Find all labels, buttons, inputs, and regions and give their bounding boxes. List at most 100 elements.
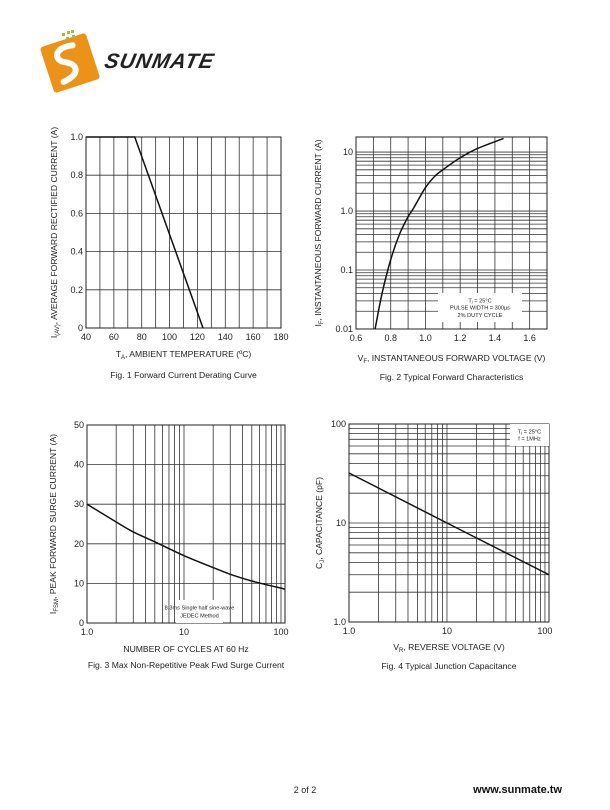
page-number: 2 of 2	[293, 785, 317, 795]
y-tick-label: 30	[74, 499, 84, 509]
gridlines	[85, 136, 282, 329]
logo-text: SUNMATE	[102, 50, 216, 73]
y-axis-label-subscript: J	[320, 560, 326, 563]
figure-caption: Fig. 2 Typical Forward Characteristics	[380, 372, 524, 382]
x-tick-label: 1.2	[454, 333, 467, 343]
plot-frame	[86, 424, 286, 624]
plot-frame	[85, 136, 282, 329]
x-axis-label: VF, INSTANTANEOUS FORWARD VOLTAGE (V)	[358, 353, 546, 365]
x-axis-label: TA, AMBIENT TEMPERATURE (ºC)	[116, 349, 252, 361]
y-tick-label: 10	[343, 147, 353, 157]
y-tick-label: 0	[79, 618, 84, 628]
x-tick-label: 120	[190, 332, 205, 342]
y-axis-label-symbol: I	[49, 336, 59, 338]
x-tick-label: 160	[246, 332, 261, 342]
x-tick-label: 1.6	[523, 333, 536, 343]
plot-frame	[355, 136, 548, 330]
logo-s-icon	[54, 42, 79, 85]
y-axis-label-text: , INSTANTANEOUS FORWARD CURRENT (A)	[313, 139, 323, 320]
y-tick-label: 1.0	[340, 206, 353, 216]
x-tick-label: 60	[109, 332, 119, 342]
x-axis-label-subscript: F	[363, 359, 367, 365]
y-tick-label: 1.0	[70, 132, 83, 142]
y-axis-label: IFSM, PEAK FORWARD SURGE CURRENT (A)	[48, 434, 60, 614]
x-tick-label: 1.0	[419, 333, 432, 343]
x-tick-label: 140	[218, 332, 233, 342]
y-tick-label: 100	[331, 419, 346, 429]
x-tick-label: 10	[442, 626, 452, 636]
annotation-text: PULSE WIDTH = 300µs	[450, 306, 510, 312]
annotation-text: 2% DUTY CYCLE	[458, 313, 503, 319]
y-axis-label: I(AV), AVERAGE FORWARD RECTIFIED CURRENT…	[49, 127, 61, 338]
x-tick-label: 1.0	[343, 626, 356, 636]
y-axis-label-subscript: F	[319, 320, 325, 324]
y-axis-label-text: , AVERAGE FORWARD RECTIFIED CURRENT (A)	[49, 127, 59, 324]
annotation-text: Tⱼ = 25°C	[468, 298, 491, 304]
y-tick-label: 0.01	[335, 324, 353, 334]
x-tick-label: 40	[81, 332, 91, 342]
x-axis-label-symbol: V	[393, 642, 399, 652]
x-tick-label: 10	[179, 627, 189, 637]
x-tick-label: 1.4	[489, 333, 502, 343]
x-axis-label-subscript: A	[121, 355, 125, 361]
y-tick-label: 0.1	[340, 265, 353, 275]
x-axis-label-text: , AMBIENT TEMPERATURE (ºC)	[125, 349, 251, 359]
y-tick-label: 0.6	[70, 208, 83, 218]
y-tick-label: 50	[74, 420, 84, 430]
y-tick-label: 10	[74, 578, 84, 588]
sunmate-logo: SUNMATE	[40, 30, 217, 93]
series-line-1	[374, 137, 504, 330]
x-tick-label: 80	[137, 332, 147, 342]
annotation-text: f = 1MHz	[518, 437, 541, 443]
annotation-box: Tⱼ = 25°C f = 1MHz	[510, 424, 549, 446]
figure-caption: Fig. 3 Max Non-Repetitive Peak Fwd Surge…	[88, 660, 285, 670]
y-axis-label-subscript: FSM	[54, 599, 60, 612]
y-axis-label-text: , PEAK FORWARD SURGE CURRENT (A)	[48, 434, 58, 599]
series-line-1	[348, 472, 550, 576]
y-tick-label: 0	[78, 323, 83, 333]
x-axis-label: VR, REVERSE VOLTAGE (V)	[393, 642, 505, 654]
x-axis-label-text: NUMBER OF CYCLES AT 60 Hz	[123, 644, 248, 654]
series-line-1	[86, 136, 204, 329]
y-tick-label: 0.8	[70, 170, 83, 180]
y-tick-label: 20	[74, 539, 84, 549]
x-tick-label: 0.6	[350, 333, 363, 343]
y-tick-label: 40	[74, 460, 84, 470]
x-axis-label-symbol: V	[358, 353, 364, 363]
x-tick-label: 180	[273, 332, 288, 342]
y-tick-label: 0.2	[70, 285, 83, 295]
chart-3: 1.0 10 100 0 10 20 30 40 50 NUMBER OF CYCLES AT 6…	[48, 420, 289, 670]
x-axis-label-text: , INSTANTANEOUS FORWARD VOLTAGE (V)	[367, 353, 546, 363]
y-axis-label-symbol: C	[314, 563, 324, 569]
x-tick-label: 100	[273, 627, 288, 637]
x-tick-label: 100	[162, 332, 177, 342]
series-line-1	[86, 503, 286, 591]
y-axis-label-text: , CAPACITANCE (pF)	[314, 477, 324, 560]
website-link[interactable]: www.sunmate.tw	[473, 784, 562, 796]
x-axis-label-subscript: R	[399, 648, 404, 654]
annotation-text: JEDEC Method	[180, 613, 219, 619]
y-axis-label: IF, INSTANTANEOUS FORWARD CURRENT (A)	[313, 139, 325, 326]
x-axis-label: NUMBER OF CYCLES AT 60 Hz	[123, 644, 248, 654]
chart-4: 1.0 10 100 1.0 10 100 VR, REVERSE VOLTAGE (V) C…	[314, 419, 552, 671]
gridlines	[86, 424, 285, 624]
y-axis-label-symbol: I	[48, 612, 58, 614]
x-tick-label: 100	[537, 626, 552, 636]
y-tick-label: 10	[336, 518, 346, 528]
plot-frame	[348, 423, 550, 623]
figure-caption: Fig. 1 Forward Current Derating Curve	[110, 370, 257, 380]
x-tick-label: 0.8	[384, 333, 397, 343]
y-tick-label: 0.4	[70, 247, 83, 257]
x-axis-label-text: , REVERSE VOLTAGE (V)	[403, 642, 505, 652]
x-axis-label-symbol: T	[116, 349, 122, 359]
y-axis-label-symbol: I	[313, 324, 323, 326]
annotation-text: Tⱼ = 25°C	[518, 429, 541, 435]
y-tick-label: 1.0	[333, 617, 346, 627]
gridlines	[348, 423, 549, 623]
annotation-text: 8.3ms Single half sine-wave	[165, 606, 235, 612]
y-axis-label-subscript: (AV)	[55, 324, 61, 336]
